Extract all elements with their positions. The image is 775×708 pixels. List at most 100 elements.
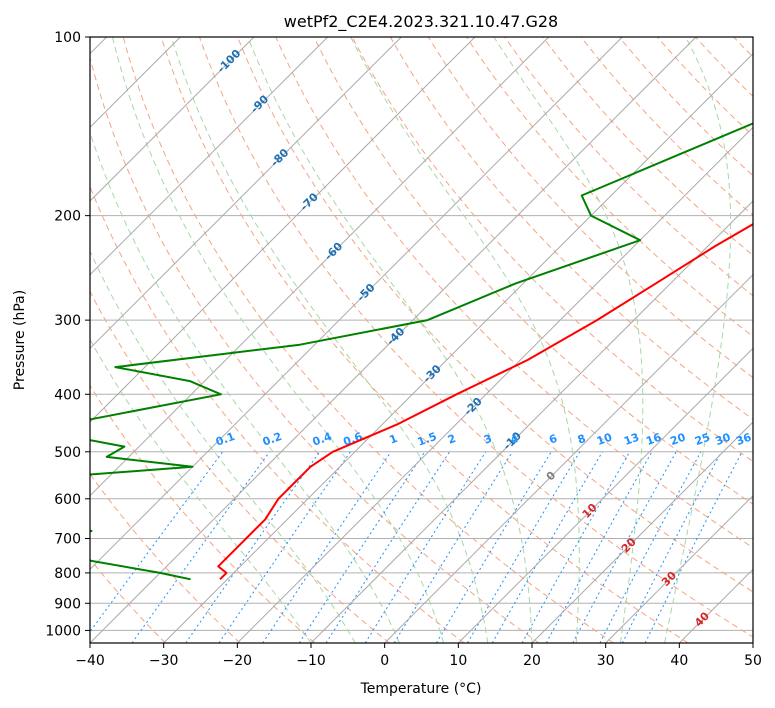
dry-adiabat-line <box>657 37 753 137</box>
isotherm-line <box>236 126 753 643</box>
profile-lines <box>90 122 753 581</box>
isotherm-label: -90 <box>248 92 271 115</box>
dry-adiabat-line <box>90 290 390 643</box>
dry-adiabat-line <box>580 37 753 216</box>
isotherm-label: 10 <box>580 501 600 521</box>
isotherm-label: 40 <box>692 609 712 629</box>
x-tick-label: −30 <box>149 653 179 669</box>
background-lines <box>90 37 753 643</box>
mixing-ratio-line <box>364 451 487 643</box>
y-tick-label: 700 <box>54 532 81 548</box>
mixing-ratio-line <box>572 451 677 643</box>
mixing-ratio-label: 8 <box>576 432 588 447</box>
mixing-ratio-line <box>521 451 631 643</box>
y-tick-label: 200 <box>54 209 81 225</box>
isotherm-line <box>90 37 329 276</box>
y-tick-label: 1000 <box>45 623 81 639</box>
y-tick-label: 300 <box>54 313 81 329</box>
isotherm-line <box>384 273 753 643</box>
mixing-ratio-line <box>644 451 743 643</box>
moist-adiabat-line <box>664 37 732 643</box>
mixing-ratio-label: 4 <box>509 432 521 447</box>
mixing-ratio-line <box>545 451 653 643</box>
mixing-ratio-line <box>218 451 351 643</box>
dry-adiabat-line <box>90 473 241 643</box>
x-axis-label: Temperature (°C) <box>360 681 482 697</box>
mixing-ratio-line <box>491 451 603 643</box>
dry-adiabat-line <box>618 37 753 177</box>
mixing-ratio-label: 1 <box>388 432 400 447</box>
mixing-ratio-label: 30 <box>714 430 733 448</box>
mixing-ratio-line <box>185 451 321 643</box>
moist-adiabat-line <box>170 37 489 643</box>
isotherm-line <box>90 37 255 202</box>
moist-adiabat-line <box>247 37 533 643</box>
mixing-ratio-line <box>621 451 722 643</box>
x-tick-label: −20 <box>223 653 253 669</box>
x-tick-label: 10 <box>449 653 467 669</box>
y-tick-label: 100 <box>54 30 81 46</box>
y-tick-label: 800 <box>54 566 81 582</box>
y-tick-label: 900 <box>54 596 81 612</box>
dry-adiabat-line <box>466 37 753 338</box>
temperature-profile <box>217 223 753 581</box>
mixing-ratio-line <box>599 451 702 643</box>
mixing-ratio-label: 13 <box>622 431 641 448</box>
mixing-ratio-line <box>90 451 224 633</box>
mixing-ratio-label: 10 <box>595 430 614 448</box>
plot-frame <box>89 36 754 644</box>
isotherm-line <box>605 494 753 643</box>
dry-adiabat-line <box>90 384 316 643</box>
isotherm-label: -80 <box>268 146 291 169</box>
mixing-ratio-line <box>298 451 426 643</box>
mixing-ratio-line <box>467 451 581 643</box>
isotherm-line <box>90 37 402 350</box>
mixing-ratio-label: 16 <box>644 430 663 448</box>
y-tick-label: 500 <box>54 445 81 461</box>
dry-adiabat-line <box>90 55 540 643</box>
dry-adiabat-line <box>90 185 465 643</box>
x-axis: −40 −30 −20 −10 0 10 20 30 40 50 <box>75 643 762 669</box>
mixing-ratio-label: 0.4 <box>311 430 334 449</box>
x-tick-label: −10 <box>296 653 326 669</box>
dewpoint-profile <box>90 122 753 581</box>
x-tick-label: 50 <box>744 653 762 669</box>
isotherm-line <box>90 37 476 423</box>
mixing-ratio-label: 0.2 <box>261 430 284 449</box>
dry-adiabat-line <box>122 37 614 643</box>
dry-adiabat-line <box>695 37 753 98</box>
dry-adiabat-line <box>504 37 753 297</box>
isotherm-line <box>457 347 753 643</box>
mixing-ratio-line <box>393 451 513 643</box>
mixing-ratio-label: 2 <box>446 432 458 447</box>
mixing-ratio-label: 1.5 <box>416 430 439 449</box>
moist-adiabat-line <box>493 37 644 643</box>
mixing-ratio-label: 20 <box>668 430 687 448</box>
mixing-ratio-label: 36 <box>734 430 753 448</box>
mixing-ratio-label: 0.1 <box>214 430 237 449</box>
x-tick-label: 20 <box>523 653 541 669</box>
isotherm-line <box>90 37 550 497</box>
dry-adiabat-line <box>313 37 753 505</box>
x-tick-label: −40 <box>75 653 105 669</box>
dry-adiabat-line <box>427 37 753 379</box>
isotherm-line <box>752 642 753 643</box>
mixing-ratio-label: 3 <box>482 432 494 447</box>
y-axis-label: Pressure (hPa) <box>12 290 28 390</box>
moist-adiabat-line <box>90 250 356 643</box>
y-axis: 100 200 300 400 500 600 700 800 900 1000 <box>45 30 90 639</box>
moist-adiabat-line <box>350 37 580 643</box>
moist-adiabat-line <box>111 37 445 643</box>
x-tick-label: 0 <box>380 653 389 669</box>
mixing-ratio-line <box>435 451 552 643</box>
isotherm-line <box>163 52 753 643</box>
dry-adiabat-line <box>389 37 753 420</box>
isotherm-line <box>531 421 753 643</box>
chart-title: wetPf2_C2E4.2023.321.10.47.G28 <box>284 12 558 32</box>
mixing-ratio-label: 25 <box>693 431 712 448</box>
x-tick-label: 40 <box>670 653 688 669</box>
y-tick-label: 400 <box>54 387 81 403</box>
moist-adiabat-line <box>90 338 312 643</box>
isotherm-line <box>90 37 697 643</box>
